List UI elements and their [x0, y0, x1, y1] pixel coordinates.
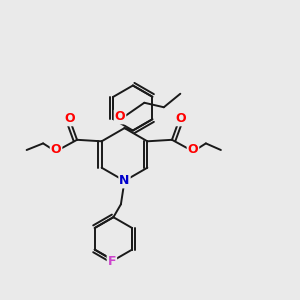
Text: O: O	[64, 112, 75, 125]
Text: N: N	[119, 174, 130, 188]
Text: F: F	[108, 255, 116, 268]
Text: O: O	[188, 143, 198, 156]
Text: O: O	[175, 112, 186, 125]
Text: O: O	[51, 143, 61, 156]
Text: O: O	[115, 110, 125, 123]
